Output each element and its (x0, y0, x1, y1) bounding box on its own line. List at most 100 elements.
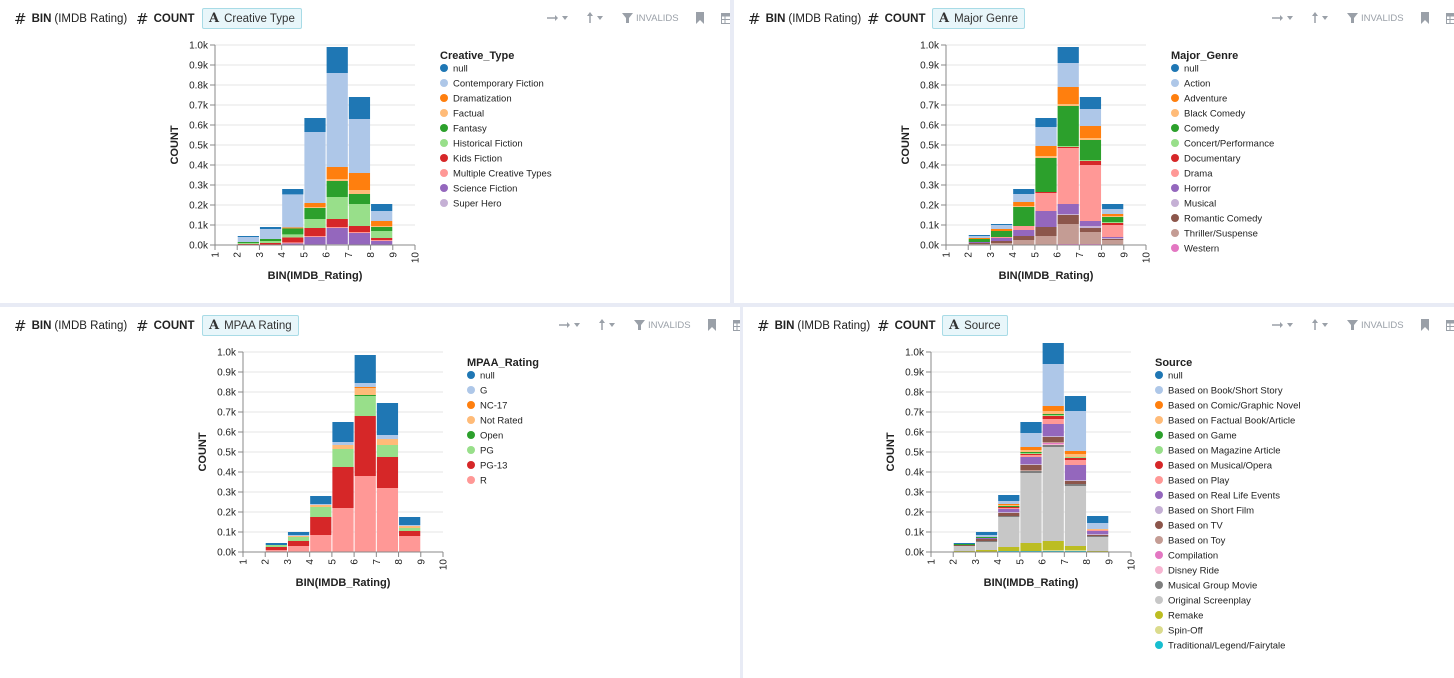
bar-segment[interactable] (1102, 204, 1124, 209)
bar-segment[interactable] (371, 227, 393, 231)
bar-segment[interactable] (376, 439, 399, 445)
bar-segment[interactable] (1057, 214, 1079, 215)
bar-segment[interactable] (1042, 444, 1064, 445)
bar-segment[interactable] (1079, 228, 1102, 232)
bar-segment[interactable] (282, 237, 304, 243)
bar-segment[interactable] (1079, 221, 1102, 226)
bar-segment[interactable] (1042, 447, 1064, 541)
bar-segment[interactable] (399, 531, 421, 536)
legend-item[interactable]: Fantasy (440, 124, 487, 135)
bookmark-icon[interactable] (707, 319, 717, 331)
bar-segment[interactable] (348, 232, 371, 233)
legend-item[interactable]: R (467, 476, 487, 487)
bar-segment[interactable] (975, 541, 998, 542)
sort-y-icon[interactable] (586, 12, 606, 24)
bar-segment[interactable] (998, 505, 1020, 506)
y-encoding-shelf[interactable]: # COUNT (136, 9, 194, 29)
bar-segment[interactable] (1042, 550, 1064, 551)
bar-segment[interactable] (1035, 211, 1057, 227)
bar-segment[interactable] (304, 219, 326, 228)
bar-segment[interactable] (332, 442, 354, 445)
bar-segment[interactable] (1013, 194, 1035, 202)
bar-segment[interactable] (1020, 471, 1042, 473)
bar-segment[interactable] (990, 231, 1013, 237)
bar-segment[interactable] (304, 237, 326, 245)
legend-item[interactable]: Based on Real Life Events (1155, 491, 1280, 502)
bar-segment[interactable] (237, 243, 259, 244)
bar-segment[interactable] (399, 528, 421, 531)
table-icon[interactable] (1445, 12, 1454, 24)
table-icon[interactable] (720, 12, 730, 24)
bar-segment[interactable] (287, 537, 310, 541)
legend-item[interactable]: Disney Ride (1155, 566, 1219, 577)
bar-segment[interactable] (1035, 192, 1057, 193)
bar-segment[interactable] (287, 532, 310, 535)
bar-segment[interactable] (1057, 104, 1079, 106)
bar-segment[interactable] (1042, 415, 1064, 416)
bar-segment[interactable] (282, 234, 304, 238)
bar-segment[interactable] (968, 238, 990, 239)
y-encoding-shelf[interactable]: # COUNT (136, 316, 194, 336)
legend-item[interactable]: PG-13 (467, 461, 507, 472)
bar-segment[interactable] (371, 241, 393, 245)
legend-item[interactable]: PG (467, 446, 494, 457)
legend-item[interactable]: G (467, 386, 487, 397)
bar-segment[interactable] (371, 238, 393, 240)
legend-item[interactable]: Spin-Off (1155, 626, 1203, 637)
bar-segment[interactable] (1079, 160, 1102, 161)
color-field-pill[interactable]: A Major Genre (932, 8, 1026, 29)
legend-item[interactable]: Not Rated (467, 416, 523, 427)
bar-segment[interactable] (975, 532, 998, 535)
bar-segment[interactable] (326, 167, 348, 179)
legend-item[interactable]: Musical (1171, 199, 1216, 210)
legend-item[interactable]: Based on TV (1155, 521, 1223, 532)
bar-segment[interactable] (953, 545, 975, 546)
bar-segment[interactable] (1064, 550, 1087, 551)
bar-segment[interactable] (265, 550, 287, 552)
bookmark-icon[interactable] (695, 12, 705, 24)
bar-segment[interactable] (1042, 343, 1064, 364)
bar-segment[interactable] (1102, 238, 1124, 239)
bar-segment[interactable] (1064, 484, 1087, 486)
legend-item[interactable]: Based on Play (1155, 476, 1230, 487)
bar-segment[interactable] (1064, 481, 1087, 484)
x-encoding-shelf[interactable]: # BIN (IMDB Rating) (748, 9, 861, 29)
bar-segment[interactable] (998, 512, 1020, 513)
legend-item[interactable]: Based on Magazine Article (1155, 446, 1280, 457)
legend-item[interactable]: Romantic Comedy (1171, 214, 1262, 225)
bar-segment[interactable] (1079, 138, 1102, 140)
bar-segment[interactable] (1035, 118, 1057, 127)
legend-item[interactable]: Drama (1171, 169, 1213, 180)
bar-segment[interactable] (1020, 450, 1042, 452)
y-encoding-shelf[interactable]: # COUNT (877, 316, 935, 336)
bar-segment[interactable] (371, 226, 393, 227)
legend-item[interactable]: Science Fiction (440, 184, 517, 195)
bar-segment[interactable] (259, 229, 282, 239)
bar-segment[interactable] (1064, 454, 1087, 457)
bar-segment[interactable] (399, 517, 421, 525)
legend-item[interactable]: Based on Musical/Opera (1155, 461, 1273, 472)
bar-segment[interactable] (1102, 223, 1124, 225)
bar-segment[interactable] (1020, 422, 1042, 433)
bar-segment[interactable] (1079, 226, 1102, 228)
bar-segment[interactable] (953, 544, 975, 545)
bar-segment[interactable] (371, 211, 393, 221)
bar-segment[interactable] (287, 536, 310, 537)
bar-segment[interactable] (968, 239, 990, 242)
bar-segment[interactable] (259, 239, 282, 241)
bar-segment[interactable] (348, 194, 371, 204)
bar-segment[interactable] (1102, 214, 1124, 216)
bar-segment[interactable] (1020, 464, 1042, 465)
bar-segment[interactable] (990, 225, 1013, 229)
bar-segment[interactable] (326, 181, 348, 197)
bar-segment[interactable] (304, 132, 326, 203)
bar-segment[interactable] (1013, 230, 1035, 236)
legend-item[interactable]: Compilation (1155, 551, 1218, 562)
bar-segment[interactable] (282, 189, 304, 195)
bar-segment[interactable] (998, 513, 1020, 516)
y-encoding-shelf[interactable]: # COUNT (867, 9, 925, 29)
bar-segment[interactable] (310, 505, 332, 507)
bar-segment[interactable] (1064, 396, 1087, 411)
bar-segment[interactable] (1013, 240, 1035, 245)
bar-segment[interactable] (968, 242, 990, 243)
